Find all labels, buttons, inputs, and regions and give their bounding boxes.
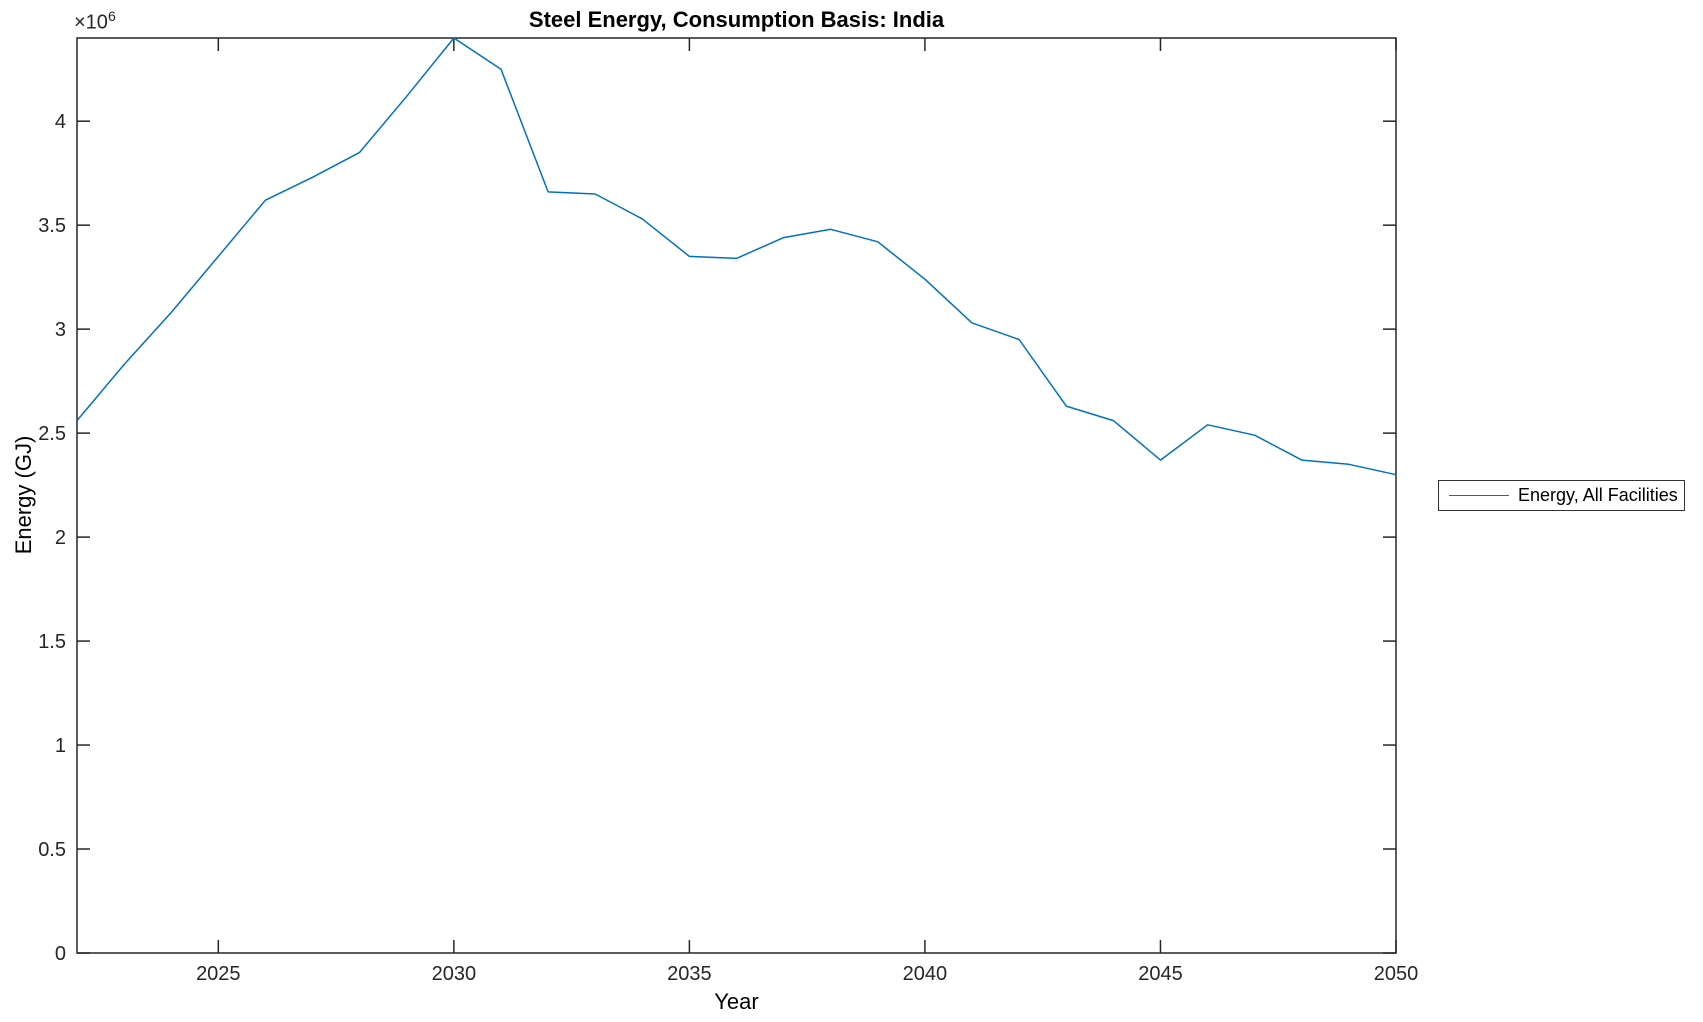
y-axis-label: Energy (GJ) bbox=[11, 435, 36, 555]
plot-box bbox=[76, 37, 1397, 954]
series-line bbox=[76, 37, 1397, 476]
x-tick-label: 2030 bbox=[432, 963, 477, 985]
y-tick-label: 4 bbox=[55, 111, 66, 133]
y-tick-label: 3.5 bbox=[38, 215, 66, 237]
x-tick-label: 2045 bbox=[1138, 963, 1183, 985]
x-tick-label: 2035 bbox=[667, 963, 712, 985]
y-tick-label: 3 bbox=[55, 319, 66, 341]
y-tick-label: 1.5 bbox=[38, 631, 66, 653]
y-tick-label: 1 bbox=[55, 735, 66, 757]
y-tick-label: 0.5 bbox=[38, 839, 66, 861]
y-tick-label: 2.5 bbox=[38, 423, 66, 445]
chart-title: Steel Energy, Consumption Basis: India bbox=[528, 7, 945, 32]
y-axis-exponent-power: 6 bbox=[107, 8, 116, 24]
y-tick-label: 0 bbox=[55, 943, 66, 965]
legend-label: Energy, All Facilities bbox=[1518, 485, 1678, 505]
y-tick-label: 2 bbox=[55, 527, 66, 549]
y-axis-exponent: ×106 bbox=[74, 8, 116, 35]
x-axis-label: Year bbox=[714, 989, 759, 1014]
legend-line-sample bbox=[1449, 495, 1509, 496]
y-axis-exponent-base: ×10 bbox=[74, 11, 108, 34]
x-tick-label: 2025 bbox=[196, 963, 241, 985]
x-tick-label: 2050 bbox=[1374, 963, 1419, 985]
x-tick-label: 2040 bbox=[903, 963, 948, 985]
legend-box: Energy, All Facilities bbox=[1438, 480, 1685, 511]
